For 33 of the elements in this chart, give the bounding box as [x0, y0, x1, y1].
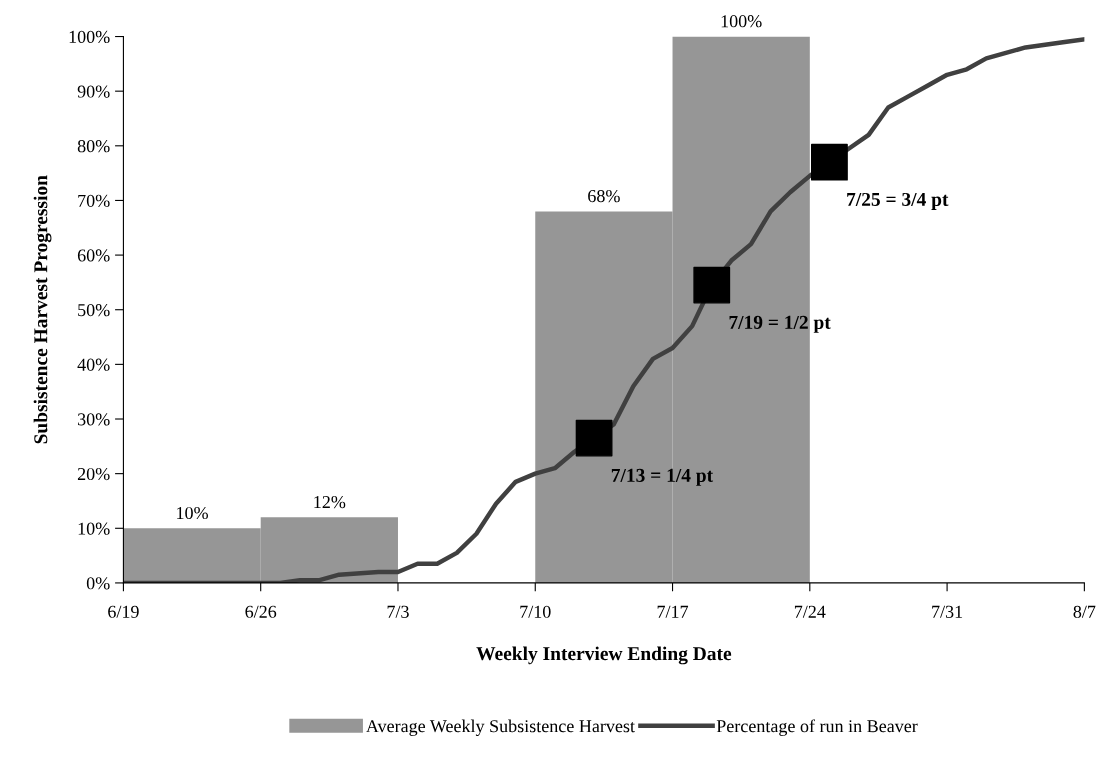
x-tick-label: 7/31 — [932, 605, 963, 618]
annotation: 7/13 = 1/4 pt — [611, 468, 714, 486]
data-label: 68% — [588, 189, 620, 203]
x-tick-label: 6/26 — [245, 605, 277, 618]
y-tick-label: 20% — [77, 467, 110, 481]
point — [575, 419, 613, 457]
x-tick-label: 7/10 — [520, 605, 551, 618]
x-axis-title: Weekly Interview Ending Date — [476, 646, 732, 665]
data-label: 100% — [721, 15, 762, 28]
annotation: 7/19 = 1/2 pt — [729, 315, 831, 333]
x-tick-label: 8/7 — [1073, 605, 1096, 618]
y-tick-label: 70% — [78, 194, 110, 207]
y-tick-label: 0% — [86, 577, 110, 590]
data-label: 12% — [314, 495, 346, 509]
annotation: 7/25 = 3/4 pt — [847, 192, 949, 210]
y-tick-label: 90% — [77, 85, 110, 98]
data-label: 10% — [177, 506, 208, 520]
y-tick-label: 60% — [77, 249, 110, 262]
x-tick-label: 6/19 — [108, 605, 139, 618]
y-tick-label: 40% — [77, 358, 110, 371]
x-tick-label: 7/24 — [794, 605, 826, 618]
x-tick-label: 7/3 — [387, 605, 409, 618]
y-axis-title: Subsistence Harvest Progression — [33, 175, 52, 444]
point — [693, 266, 731, 304]
point — [811, 143, 848, 181]
y-tick-label: 50% — [78, 303, 110, 317]
y-tick-label: 10% — [78, 522, 110, 535]
legend-label: Average Weekly Subsistence Harvest — [366, 719, 635, 736]
x-tick-label: 7/17 — [657, 605, 689, 618]
y-tick-label: 30% — [78, 413, 110, 426]
y-tick-label: 80% — [77, 140, 110, 153]
y-tick-label: 100% — [69, 30, 110, 44]
legend-label: Percentage of run in Beaver — [716, 719, 918, 736]
